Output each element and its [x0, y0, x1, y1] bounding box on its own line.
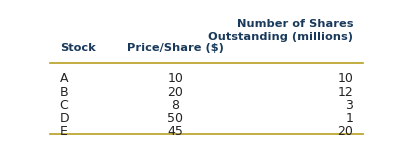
Text: 45: 45 [167, 125, 183, 138]
Text: 12: 12 [338, 86, 353, 99]
Text: 10: 10 [167, 73, 183, 85]
Text: C: C [60, 99, 69, 112]
Text: 8: 8 [171, 99, 179, 112]
Text: 20: 20 [167, 86, 183, 99]
Text: Stock: Stock [60, 43, 96, 53]
Text: Number of Shares
Outstanding (millions): Number of Shares Outstanding (millions) [208, 19, 353, 42]
Text: D: D [60, 112, 69, 125]
Text: 3: 3 [345, 99, 353, 112]
Text: A: A [60, 73, 68, 85]
Text: 1: 1 [345, 112, 353, 125]
Text: E: E [60, 125, 68, 138]
Text: 20: 20 [337, 125, 353, 138]
Text: 10: 10 [337, 73, 353, 85]
Text: Price/Share ($): Price/Share ($) [127, 43, 224, 53]
Text: 50: 50 [167, 112, 183, 125]
Text: B: B [60, 86, 69, 99]
